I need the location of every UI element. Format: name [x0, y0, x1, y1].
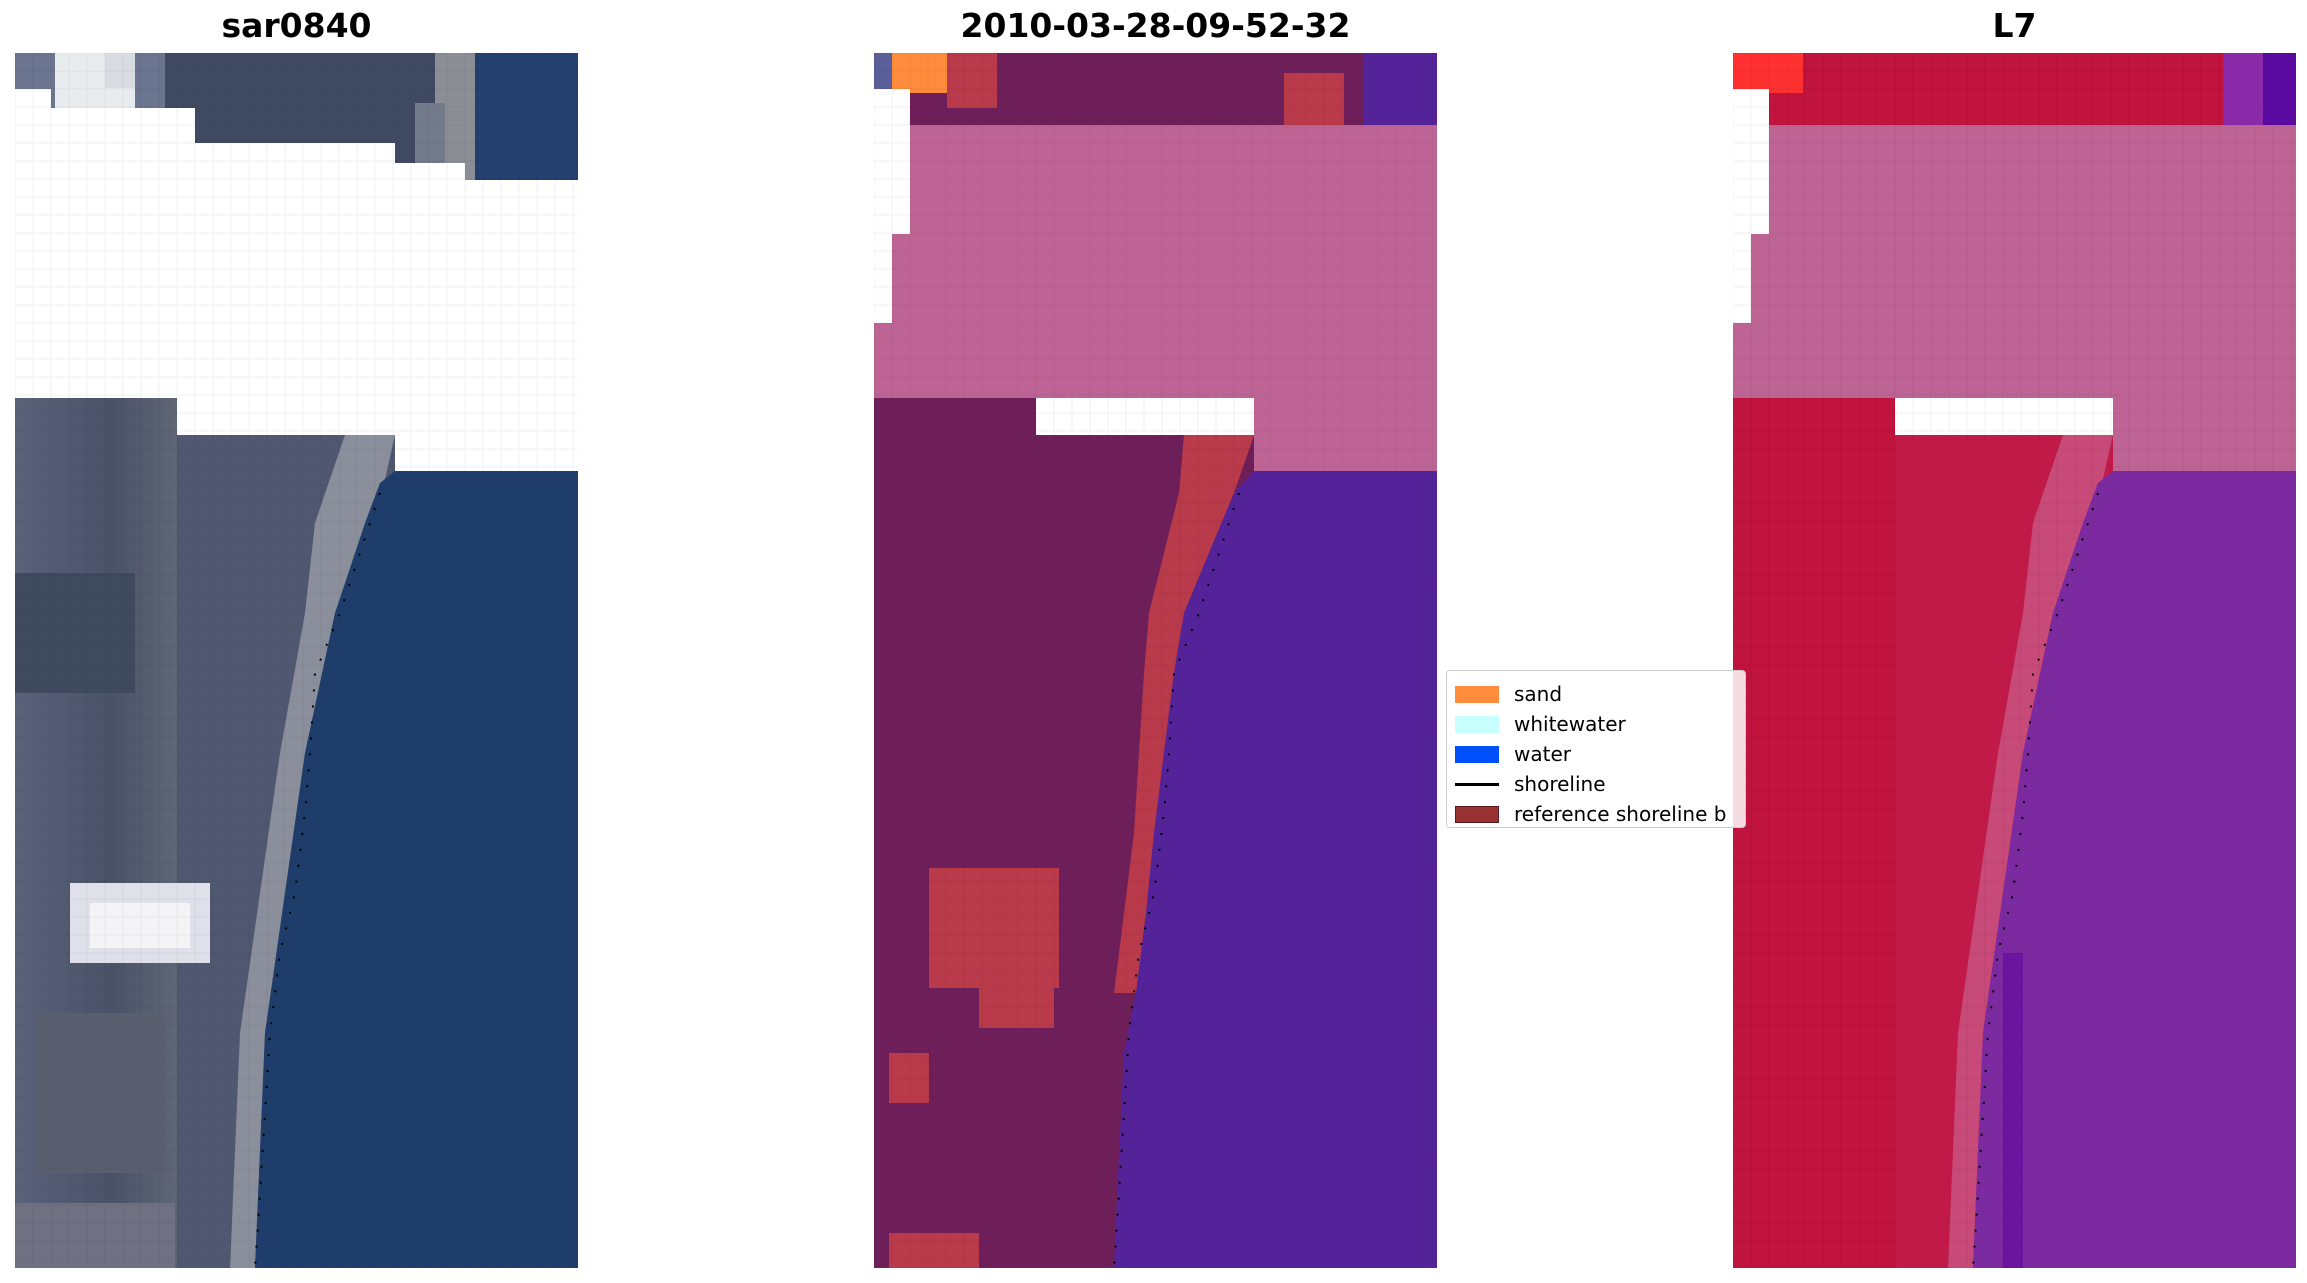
classified-image-panel — [874, 53, 1437, 1268]
water-swatch — [1455, 745, 1499, 763]
legend-item-sand: sand — [1447, 679, 1745, 709]
rgb-image — [15, 53, 578, 1268]
legend-label: shoreline — [1514, 772, 1606, 796]
panel-title-rgb: sar0840 — [221, 6, 372, 45]
legend: sand whitewater water shoreline referenc… — [1446, 670, 1746, 828]
legend-label: water — [1514, 742, 1571, 766]
legend-label: sand — [1514, 682, 1563, 706]
sand-swatch — [1455, 685, 1499, 703]
legend-item-reference-shoreline-buffer: reference shoreline b — [1447, 799, 1745, 827]
reference-shoreline-swatch — [1455, 805, 1499, 823]
whitewater-swatch — [1455, 715, 1499, 733]
legend-label: reference shoreline b — [1514, 802, 1727, 826]
panel-title-l7: L7 — [1992, 6, 2037, 45]
l7-image — [1733, 53, 2296, 1268]
legend-item-shoreline: shoreline — [1447, 769, 1745, 799]
shoreline-line-sample — [1455, 782, 1499, 786]
classified-image — [874, 53, 1437, 1268]
l7-image-panel — [1733, 53, 2296, 1268]
legend-label: whitewater — [1514, 712, 1626, 736]
legend-item-whitewater: whitewater — [1447, 709, 1745, 739]
panel-title-classified: 2010-03-28-09-52-32 — [960, 6, 1351, 45]
rgb-image-panel — [15, 53, 578, 1268]
legend-item-water: water — [1447, 739, 1745, 769]
